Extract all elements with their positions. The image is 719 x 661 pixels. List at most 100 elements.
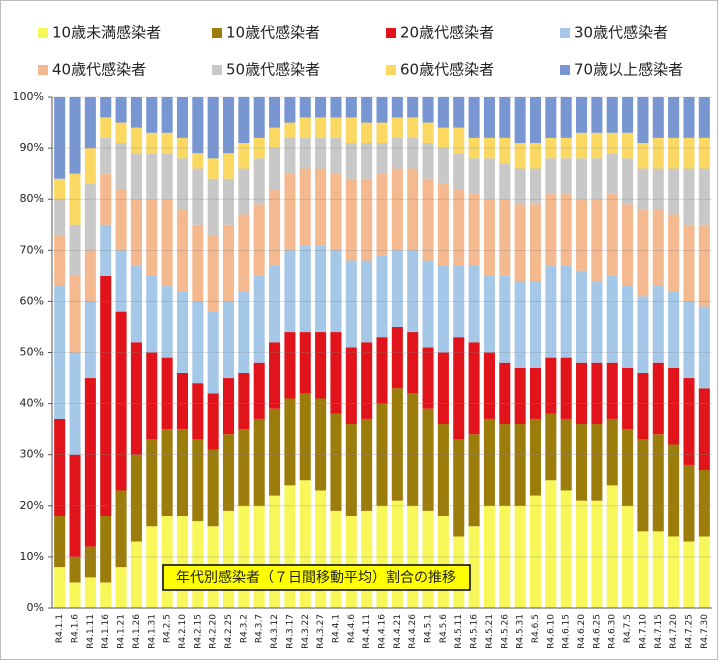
bar-segment: [529, 168, 542, 205]
bar-segment: [422, 97, 434, 123]
bar-segment: [591, 362, 603, 425]
bar-segment: [483, 418, 495, 506]
bar-segment: [315, 168, 327, 246]
bar-segment: [622, 286, 634, 368]
legend-swatch: [212, 28, 222, 38]
bar-segment: [361, 418, 373, 511]
x-tick-label: R4.2.25: [224, 614, 234, 649]
bar-segment: [146, 439, 158, 527]
bar-segment: [576, 132, 588, 159]
y-tick-label: 60%: [20, 294, 44, 307]
bar-segment: [207, 449, 219, 527]
bar-segment: [668, 444, 680, 537]
bar-segment: [345, 347, 357, 425]
bar-segment: [437, 97, 449, 128]
bar-segment: [391, 500, 403, 608]
bar-segment: [115, 97, 127, 123]
bar-segment: [146, 153, 158, 200]
bar-segment: [238, 372, 250, 430]
bar-segment: [637, 531, 649, 608]
bar-segment: [376, 122, 388, 143]
bar-segment: [652, 362, 664, 435]
bar-segment: [130, 97, 142, 128]
bar-segment: [468, 434, 480, 527]
bar-segment: [130, 541, 142, 608]
bar-segment: [683, 224, 695, 302]
bar-segment: [284, 137, 296, 174]
bar-segment: [683, 301, 695, 379]
bar-segment: [576, 362, 588, 425]
bar-segment: [330, 137, 342, 174]
bar-segment: [652, 434, 664, 532]
bar-segment: [422, 510, 434, 608]
legend-swatch: [38, 28, 48, 38]
bar-segment: [100, 117, 112, 138]
bar-segment: [284, 173, 296, 251]
bar-segment: [84, 97, 96, 149]
bar-segment: [345, 516, 357, 608]
bar-segment: [437, 352, 449, 425]
bar-segment: [437, 148, 449, 184]
bar-segment: [54, 97, 66, 179]
bar-segment: [683, 464, 695, 542]
bar-segment: [130, 153, 142, 200]
bar-segment: [683, 137, 695, 169]
bar-segment: [284, 122, 296, 138]
bar-segment: [468, 342, 480, 435]
bar-segment: [345, 178, 357, 261]
bar-segment: [698, 97, 710, 138]
bar-segment: [284, 97, 296, 123]
bar-segment: [84, 250, 96, 302]
bar-segment: [269, 342, 281, 409]
bar-segment: [269, 495, 281, 608]
bar-segment: [514, 142, 526, 169]
bar-segment: [115, 188, 127, 251]
x-tick-label: R4.1.1: [55, 614, 65, 643]
bar-segment: [299, 332, 311, 394]
bar-segment: [529, 367, 542, 419]
bar-segment: [407, 97, 419, 118]
bar-segment: [299, 480, 311, 608]
bar-segment: [315, 97, 327, 118]
bar-segment: [437, 183, 449, 266]
bar-segment: [545, 158, 557, 195]
bar-segment: [391, 168, 403, 251]
x-tick-label: R4.6.30: [608, 614, 618, 649]
y-tick-label: 100%: [13, 90, 44, 103]
bar-segment: [100, 97, 112, 118]
x-tick-label: R4.5.1: [424, 614, 434, 643]
bar-segment: [146, 352, 158, 440]
bar-segment: [299, 168, 311, 246]
bar-segment: [222, 510, 235, 608]
bar-segment: [253, 362, 265, 419]
bar-segment: [499, 362, 511, 425]
bar-segment: [192, 97, 204, 154]
legend-swatch: [560, 65, 570, 75]
x-tick-label: R4.4.16: [378, 614, 388, 649]
bar-segment: [299, 97, 311, 118]
bar-segment: [146, 275, 158, 353]
bar-segment: [652, 531, 664, 608]
x-tick-label: R4.5.11: [454, 614, 464, 649]
bar-segment: [146, 199, 158, 276]
bar-segment: [606, 418, 618, 486]
bar-segment: [207, 158, 219, 179]
bar-segment: [545, 357, 557, 414]
bar-segment: [253, 418, 265, 506]
bar-segment: [100, 516, 112, 583]
bar-segment: [622, 367, 634, 430]
bar-segment: [499, 424, 511, 506]
bar-segment: [652, 137, 664, 169]
bar-segment: [637, 372, 649, 440]
bar-segment: [146, 526, 158, 608]
bar-segment: [269, 127, 281, 149]
y-tick-label: 10%: [20, 550, 44, 563]
bar-segment: [483, 97, 495, 138]
y-tick-label: 20%: [20, 499, 44, 512]
x-tick-label: R4.2.15: [193, 614, 203, 649]
bar-segment: [514, 168, 526, 205]
bar-segment: [222, 153, 235, 179]
legend-label: 10歳代感染者: [226, 24, 320, 42]
bar-segment: [330, 413, 342, 511]
bar-segment: [391, 97, 403, 118]
